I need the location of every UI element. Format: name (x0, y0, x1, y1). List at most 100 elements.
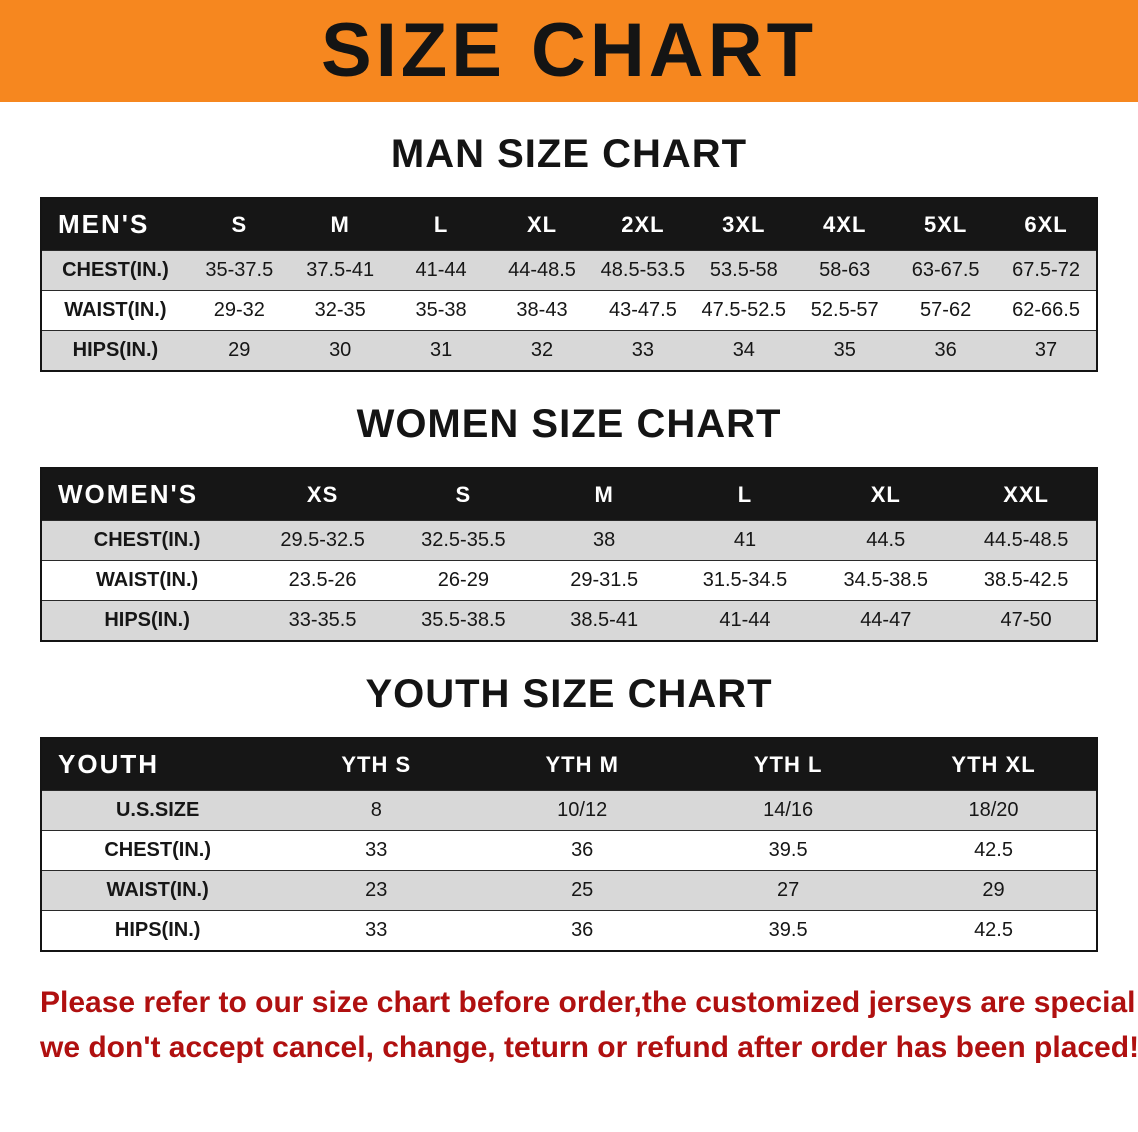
data-cell: 58-63 (794, 250, 896, 291)
size-chart-banner: SIZE CHART (0, 0, 1138, 102)
data-cell: 39.5 (685, 830, 892, 871)
table-row: HIPS(IN.) 33 36 39.5 42.5 (41, 910, 1097, 951)
column-header-cell: 4XL (794, 198, 896, 251)
column-header-cell: 3XL (693, 198, 795, 251)
table-title-cell: MEN'S (41, 198, 189, 251)
header-row: YOUTH YTH S YTH M YTH L YTH XL (41, 738, 1097, 791)
column-header-cell: 2XL (592, 198, 694, 251)
order-notice: Please refer to our size chart before or… (0, 952, 1138, 1096)
youth-section-heading: YOUTH SIZE CHART (365, 672, 773, 716)
column-header-cell: YTH M (479, 738, 686, 791)
data-cell: 67.5-72 (996, 250, 1097, 291)
column-header-cell: 5XL (895, 198, 997, 251)
data-cell: 53.5-58 (693, 250, 795, 291)
row-label-cell: HIPS(IN.) (41, 600, 253, 641)
row-label-cell: WAIST(IN.) (41, 560, 253, 601)
data-cell: 38 (533, 520, 675, 561)
data-cell: 42.5 (891, 910, 1097, 951)
column-header-cell: YTH XL (891, 738, 1097, 791)
header-row: MEN'S S M L XL 2XL 3XL 4XL 5XL 6XL (41, 198, 1097, 251)
data-cell: 37.5-41 (289, 250, 391, 291)
women-section-heading: WOMEN SIZE CHART (356, 402, 782, 446)
table-row: WAIST(IN.) 23 25 27 29 (41, 870, 1097, 911)
data-cell: 41 (674, 520, 816, 561)
data-cell: 62-66.5 (996, 290, 1097, 331)
data-cell: 8 (273, 790, 480, 831)
row-label-cell: U.S.SIZE (41, 790, 274, 831)
size-table: YOUTH YTH S YTH M YTH L YTH XL U.S.SIZE 8 10/12… (40, 737, 1098, 952)
youth-size-chart: YOUTH YTH S YTH M YTH L YTH XL U.S.SIZE 8 10/12… (40, 737, 1098, 952)
data-cell: 52.5-57 (794, 290, 896, 331)
data-cell: 30 (289, 330, 391, 371)
data-cell: 32-35 (289, 290, 391, 331)
data-cell: 47-50 (956, 600, 1097, 641)
column-header-cell: L (390, 198, 492, 251)
table-row: WAIST(IN.) 29-32 32-35 35-38 38-43 43-47.5 47.… (41, 290, 1097, 331)
data-cell: 32 (491, 330, 593, 371)
data-cell: 31 (390, 330, 492, 371)
data-cell: 31.5-34.5 (674, 560, 816, 601)
data-cell: 41-44 (390, 250, 492, 291)
column-header-cell: M (289, 198, 391, 251)
column-header-cell: 6XL (996, 198, 1097, 251)
data-cell: 48.5-53.5 (592, 250, 694, 291)
column-header-cell: M (533, 468, 675, 521)
data-cell: 47.5-52.5 (693, 290, 795, 331)
data-cell: 36 (479, 830, 686, 871)
data-cell: 29-31.5 (533, 560, 675, 601)
column-header-cell: YTH S (273, 738, 480, 791)
data-cell: 23 (273, 870, 480, 911)
data-cell: 35-37.5 (188, 250, 290, 291)
column-header-cell: L (674, 468, 816, 521)
column-header-cell: YTH L (685, 738, 892, 791)
table-row: HIPS(IN.) 29 30 31 32 33 34 35 36 37 (41, 330, 1097, 371)
data-cell: 27 (685, 870, 892, 911)
size-chart-content: MAN SIZE CHART MEN'S S M L XL 2XL 3XL 4XL 5XL 6XL… (0, 132, 1138, 952)
data-cell: 23.5-26 (252, 560, 393, 601)
column-header-cell: S (392, 468, 534, 521)
data-cell: 38.5-41 (533, 600, 675, 641)
notice-line-2: we don't accept cancel, change, teturn o… (40, 1031, 1138, 1064)
data-cell: 36 (895, 330, 997, 371)
data-cell: 35 (794, 330, 896, 371)
data-cell: 34 (693, 330, 795, 371)
data-cell: 35.5-38.5 (392, 600, 534, 641)
size-table: WOMEN'S XS S M L XL XXL CHEST(IN.) 29.5-32.5 32.5… (40, 467, 1098, 642)
data-cell: 33-35.5 (252, 600, 393, 641)
data-cell: 41-44 (674, 600, 816, 641)
size-table: MEN'S S M L XL 2XL 3XL 4XL 5XL 6XL CHEST(IN.) 35-37… (40, 197, 1098, 372)
row-label-cell: WAIST(IN.) (41, 290, 189, 331)
data-cell: 32.5-35.5 (392, 520, 534, 561)
data-cell: 44.5-48.5 (956, 520, 1097, 561)
row-label-cell: WAIST(IN.) (41, 870, 274, 911)
row-label-cell: HIPS(IN.) (41, 330, 189, 371)
row-label-cell: HIPS(IN.) (41, 910, 274, 951)
women-section: WOMEN SIZE CHART WOMEN'S XS S M L XL XXL CHEST(… (40, 402, 1098, 642)
row-label-cell: CHEST(IN.) (41, 830, 274, 871)
header-row: WOMEN'S XS S M L XL XXL (41, 468, 1097, 521)
data-cell: 18/20 (891, 790, 1097, 831)
table-row: U.S.SIZE 8 10/12 14/16 18/20 (41, 790, 1097, 831)
data-cell: 14/16 (685, 790, 892, 831)
table-title-cell: WOMEN'S (41, 468, 253, 521)
table-row: WAIST(IN.) 23.5-26 26-29 29-31.5 31.5-34.5 34… (41, 560, 1097, 601)
data-cell: 34.5-38.5 (815, 560, 957, 601)
data-cell: 29 (891, 870, 1097, 911)
data-cell: 44.5 (815, 520, 957, 561)
men-size-chart: MEN'S S M L XL 2XL 3XL 4XL 5XL 6XL CHEST(IN.) 35-37… (40, 197, 1098, 372)
data-cell: 26-29 (392, 560, 534, 601)
data-cell: 29.5-32.5 (252, 520, 393, 561)
table-row: CHEST(IN.) 33 36 39.5 42.5 (41, 830, 1097, 871)
data-cell: 43-47.5 (592, 290, 694, 331)
column-header-cell: XS (252, 468, 393, 521)
data-cell: 57-62 (895, 290, 997, 331)
data-cell: 33 (273, 830, 480, 871)
data-cell: 33 (273, 910, 480, 951)
data-cell: 38-43 (491, 290, 593, 331)
data-cell: 33 (592, 330, 694, 371)
column-header-cell: S (188, 198, 290, 251)
data-cell: 39.5 (685, 910, 892, 951)
data-cell: 44-48.5 (491, 250, 593, 291)
column-header-cell: XL (491, 198, 593, 251)
data-cell: 42.5 (891, 830, 1097, 871)
